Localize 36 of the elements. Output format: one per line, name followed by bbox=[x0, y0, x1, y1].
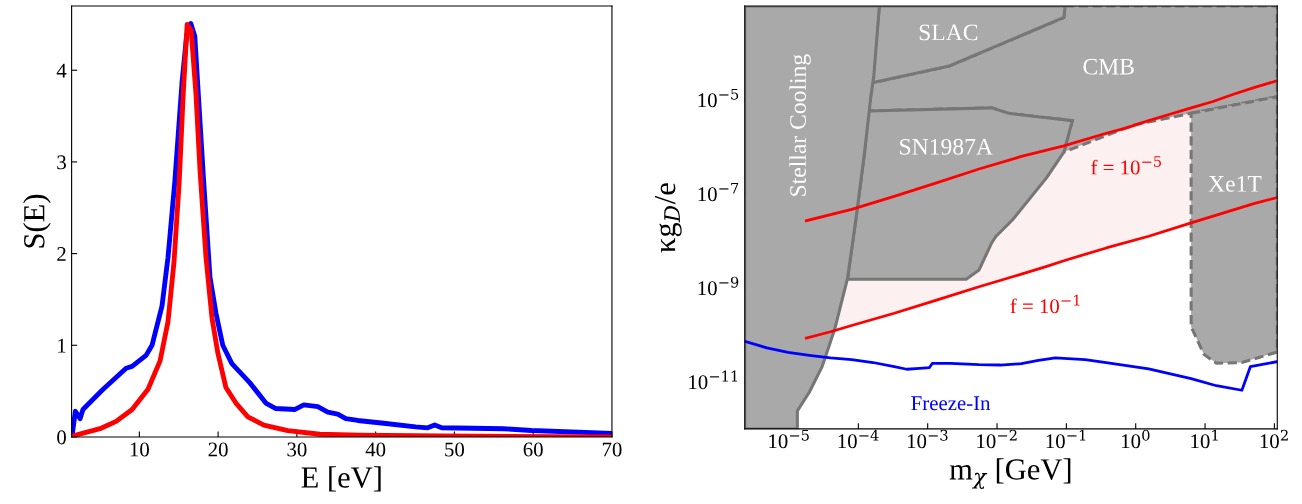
x-tick-label: 50 bbox=[445, 442, 465, 457]
y-tick-label: 3 bbox=[57, 155, 66, 170]
y-tick-label: 10$^{−7}$ bbox=[698, 182, 739, 202]
x-tick-label: 10$^{1}$ bbox=[1191, 429, 1218, 449]
x-tick-label: 10$^{2}$ bbox=[1260, 429, 1288, 449]
x-tick-label: 10$^{−2}$ bbox=[977, 429, 1017, 449]
series-label: f = 10$^{−1}$ bbox=[1010, 294, 1080, 314]
series-label: Freeze-In bbox=[911, 396, 991, 411]
x-tick-label: 10$^{0}$ bbox=[1122, 429, 1150, 449]
y-tick-label: 1 bbox=[58, 338, 66, 353]
y-tick-label: 10$^{−5}$ bbox=[698, 88, 739, 108]
x-tick-label: 30 bbox=[287, 442, 307, 457]
x-tick-label: 10$^{−3}$ bbox=[907, 429, 948, 449]
x-axis-title: m$_{χ}$ [GeV] bbox=[949, 458, 1071, 489]
x-tick-label: 10$^{−5}$ bbox=[769, 429, 809, 449]
series-label: SN1987A bbox=[900, 138, 993, 155]
y-tick-label: 2 bbox=[57, 247, 66, 261]
x-tick-label: 10$^{−1}$ bbox=[1046, 429, 1086, 449]
x-axis-title: E [eV] bbox=[301, 466, 381, 492]
y-axis-title: κg$_{D}$/e bbox=[654, 183, 682, 253]
y-tick-label: 0 bbox=[57, 430, 66, 445]
x-tick-label: 70 bbox=[602, 442, 622, 457]
y-tick-label: 10$^{−11}$ bbox=[689, 370, 738, 390]
series-label: Stellar Cooling bbox=[789, 54, 811, 196]
x-tick-label: 40 bbox=[365, 442, 386, 457]
series-label: Xe1T bbox=[1208, 176, 1262, 192]
x-tick-label: 10$^{−4}$ bbox=[838, 429, 879, 449]
series-label: CMB bbox=[1083, 58, 1134, 75]
y-tick-label: 10$^{−9}$ bbox=[698, 276, 739, 296]
x-tick-label: 10 bbox=[130, 442, 149, 457]
x-tick-label: 20 bbox=[208, 442, 228, 457]
x-tick-label: 60 bbox=[523, 442, 543, 457]
y-tick-label: 4 bbox=[56, 63, 67, 78]
series-label: f = 10$^{−5}$ bbox=[1091, 156, 1161, 175]
y-axis-title: S(E) bbox=[23, 194, 51, 248]
series-label: SLAC bbox=[919, 24, 978, 41]
